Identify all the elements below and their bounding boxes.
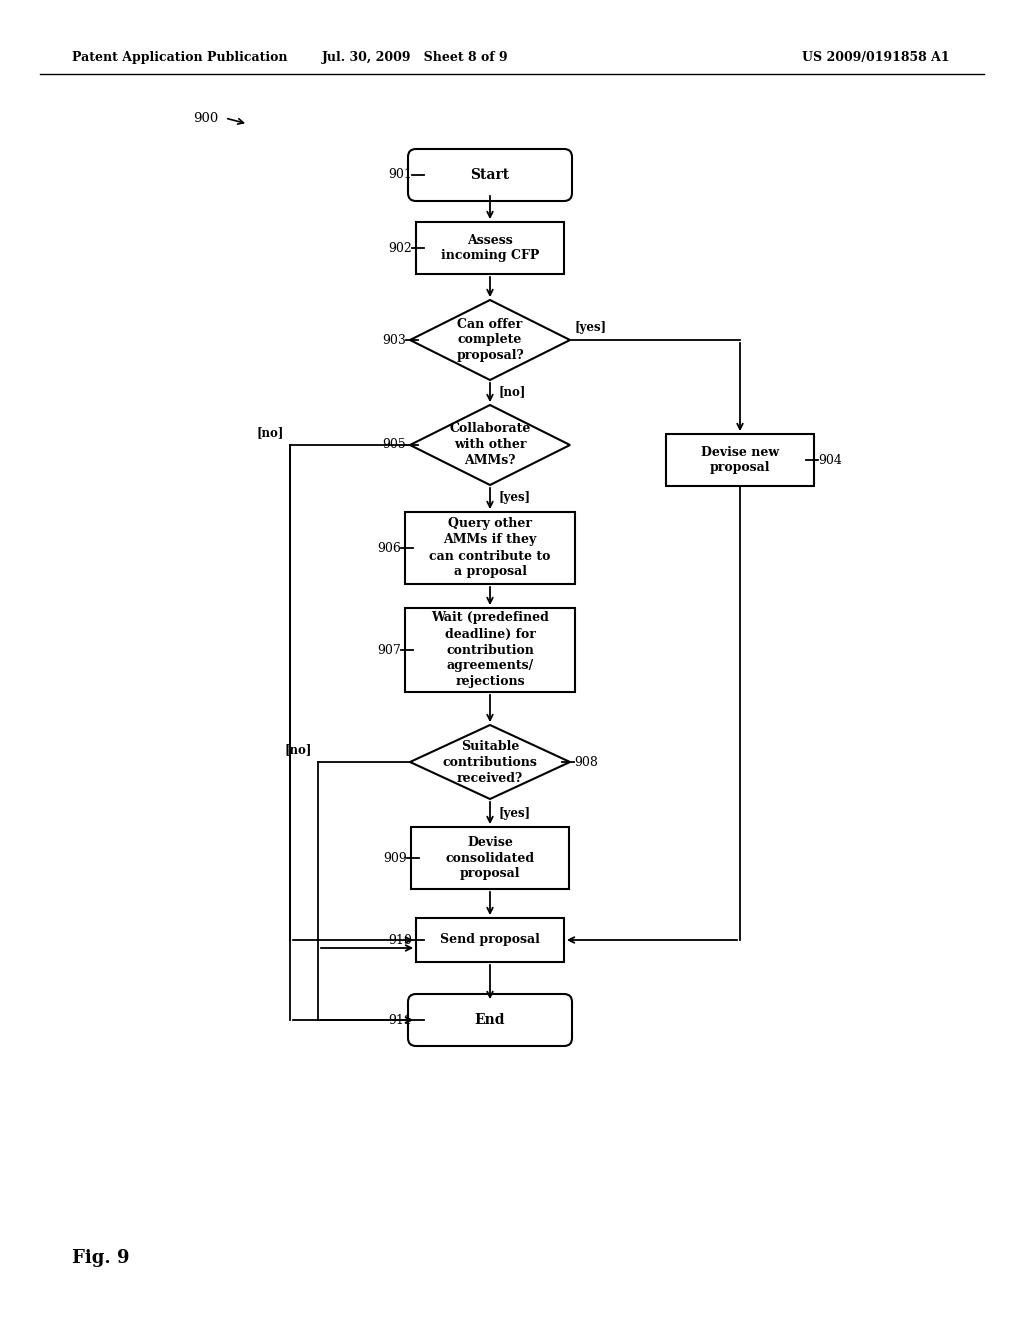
Text: Devise
consolidated
proposal: Devise consolidated proposal bbox=[445, 836, 535, 880]
Text: Query other
AMMs if they
can contribute to
a proposal: Query other AMMs if they can contribute … bbox=[429, 517, 551, 578]
Text: Start: Start bbox=[470, 168, 510, 182]
Text: Patent Application Publication: Patent Application Publication bbox=[72, 51, 288, 65]
Bar bbox=[666, 434, 814, 486]
Text: Jul. 30, 2009   Sheet 8 of 9: Jul. 30, 2009 Sheet 8 of 9 bbox=[322, 51, 508, 65]
Bar bbox=[416, 917, 564, 962]
Text: Devise new
proposal: Devise new proposal bbox=[701, 446, 779, 474]
Text: 905: 905 bbox=[382, 438, 406, 451]
Text: End: End bbox=[475, 1012, 505, 1027]
Text: Suitable
contributions
received?: Suitable contributions received? bbox=[442, 739, 538, 784]
Text: Wait (predefined
deadline) for
contribution
agreements/
rejections: Wait (predefined deadline) for contribut… bbox=[431, 611, 549, 689]
Polygon shape bbox=[410, 300, 570, 380]
Text: 907: 907 bbox=[377, 644, 401, 656]
FancyBboxPatch shape bbox=[408, 994, 572, 1045]
Text: 901: 901 bbox=[388, 169, 412, 181]
Text: US 2009/0191858 A1: US 2009/0191858 A1 bbox=[803, 51, 950, 65]
Text: Send proposal: Send proposal bbox=[440, 933, 540, 946]
Text: [no]: [no] bbox=[285, 743, 312, 756]
Polygon shape bbox=[410, 725, 570, 799]
Text: 902: 902 bbox=[388, 242, 412, 255]
Text: Fig. 9: Fig. 9 bbox=[72, 1249, 129, 1267]
Text: 911: 911 bbox=[388, 1014, 412, 1027]
Bar bbox=[416, 222, 564, 275]
Text: [yes]: [yes] bbox=[498, 807, 530, 820]
Text: [no]: [no] bbox=[498, 385, 525, 399]
Polygon shape bbox=[410, 405, 570, 484]
Text: [yes]: [yes] bbox=[575, 322, 607, 334]
Text: Assess
incoming CFP: Assess incoming CFP bbox=[440, 234, 540, 263]
Bar bbox=[411, 828, 569, 888]
Text: 910: 910 bbox=[388, 933, 412, 946]
Text: Can offer
complete
proposal?: Can offer complete proposal? bbox=[456, 318, 524, 363]
Text: 904: 904 bbox=[818, 454, 842, 466]
Text: [no]: [no] bbox=[257, 426, 284, 440]
Bar bbox=[406, 609, 575, 692]
Text: 903: 903 bbox=[382, 334, 406, 346]
Text: 906: 906 bbox=[377, 541, 401, 554]
Text: 909: 909 bbox=[383, 851, 407, 865]
Bar bbox=[406, 512, 575, 583]
Text: 908: 908 bbox=[574, 755, 598, 768]
Text: 900: 900 bbox=[193, 111, 218, 124]
Text: [yes]: [yes] bbox=[498, 491, 530, 504]
FancyBboxPatch shape bbox=[408, 149, 572, 201]
Text: Collaborate
with other
AMMs?: Collaborate with other AMMs? bbox=[450, 422, 530, 467]
